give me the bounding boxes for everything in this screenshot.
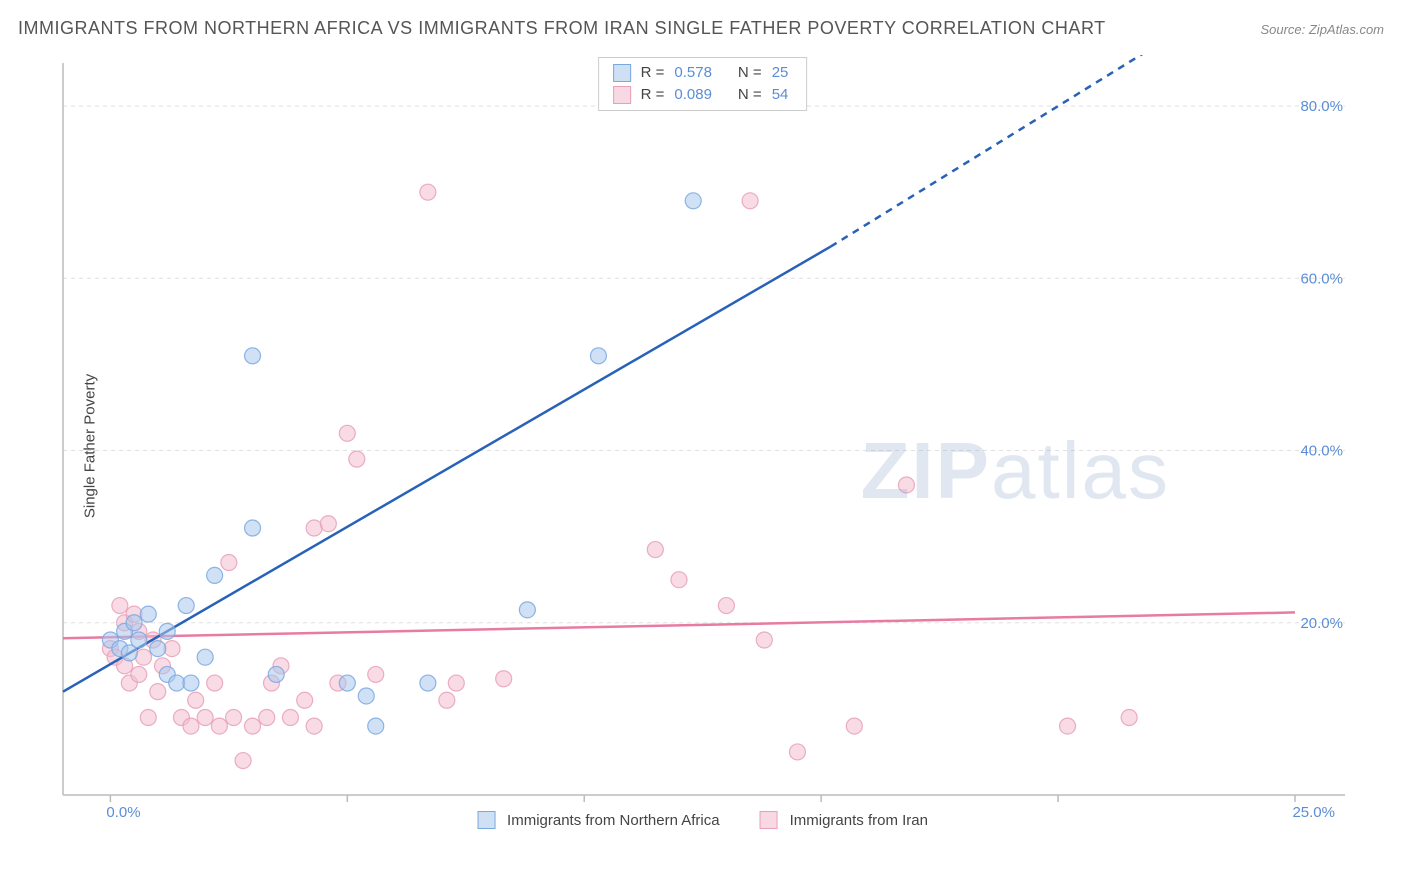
series-legend: Immigrants from Northern Africa Immigran… <box>477 811 928 829</box>
legend-n-label: N = <box>738 84 762 106</box>
legend-n-value: 25 <box>772 62 789 84</box>
legend-row: R = 0.578 N = 25 <box>613 62 793 84</box>
svg-text:20.0%: 20.0% <box>1300 615 1343 632</box>
legend-item: Immigrants from Northern Africa <box>477 811 720 829</box>
legend-swatch-icon <box>613 86 631 104</box>
legend-swatch-icon <box>613 64 631 82</box>
legend-swatch-icon <box>760 811 778 829</box>
legend-item-label: Immigrants from Northern Africa <box>507 812 720 829</box>
svg-text:0.0%: 0.0% <box>106 804 140 821</box>
correlation-legend: R = 0.578 N = 25 R = 0.089 N = 54 <box>598 57 808 111</box>
legend-r-value: 0.089 <box>674 84 712 106</box>
svg-text:60.0%: 60.0% <box>1300 270 1343 287</box>
legend-item-label: Immigrants from Iran <box>790 812 928 829</box>
legend-row: R = 0.089 N = 54 <box>613 84 793 106</box>
svg-text:40.0%: 40.0% <box>1300 443 1343 460</box>
source-credit: Source: ZipAtlas.com <box>1260 22 1384 37</box>
chart-title: IMMIGRANTS FROM NORTHERN AFRICA VS IMMIG… <box>18 18 1106 39</box>
chart-area: 20.0% 40.0% 60.0% 80.0% 0.0% 25.0% R = 0.578 … <box>55 55 1350 835</box>
legend-r-value: 0.578 <box>674 62 712 84</box>
legend-n-value: 54 <box>772 84 789 106</box>
legend-r-label: R = <box>641 84 665 106</box>
svg-text:25.0%: 25.0% <box>1292 804 1335 821</box>
legend-r-label: R = <box>641 62 665 84</box>
scatter-plot-svg: 20.0% 40.0% 60.0% 80.0% 0.0% 25.0% <box>55 55 1350 835</box>
legend-n-label: N = <box>738 62 762 84</box>
legend-swatch-icon <box>477 811 495 829</box>
svg-text:80.0%: 80.0% <box>1300 98 1343 115</box>
legend-item: Immigrants from Iran <box>760 811 928 829</box>
